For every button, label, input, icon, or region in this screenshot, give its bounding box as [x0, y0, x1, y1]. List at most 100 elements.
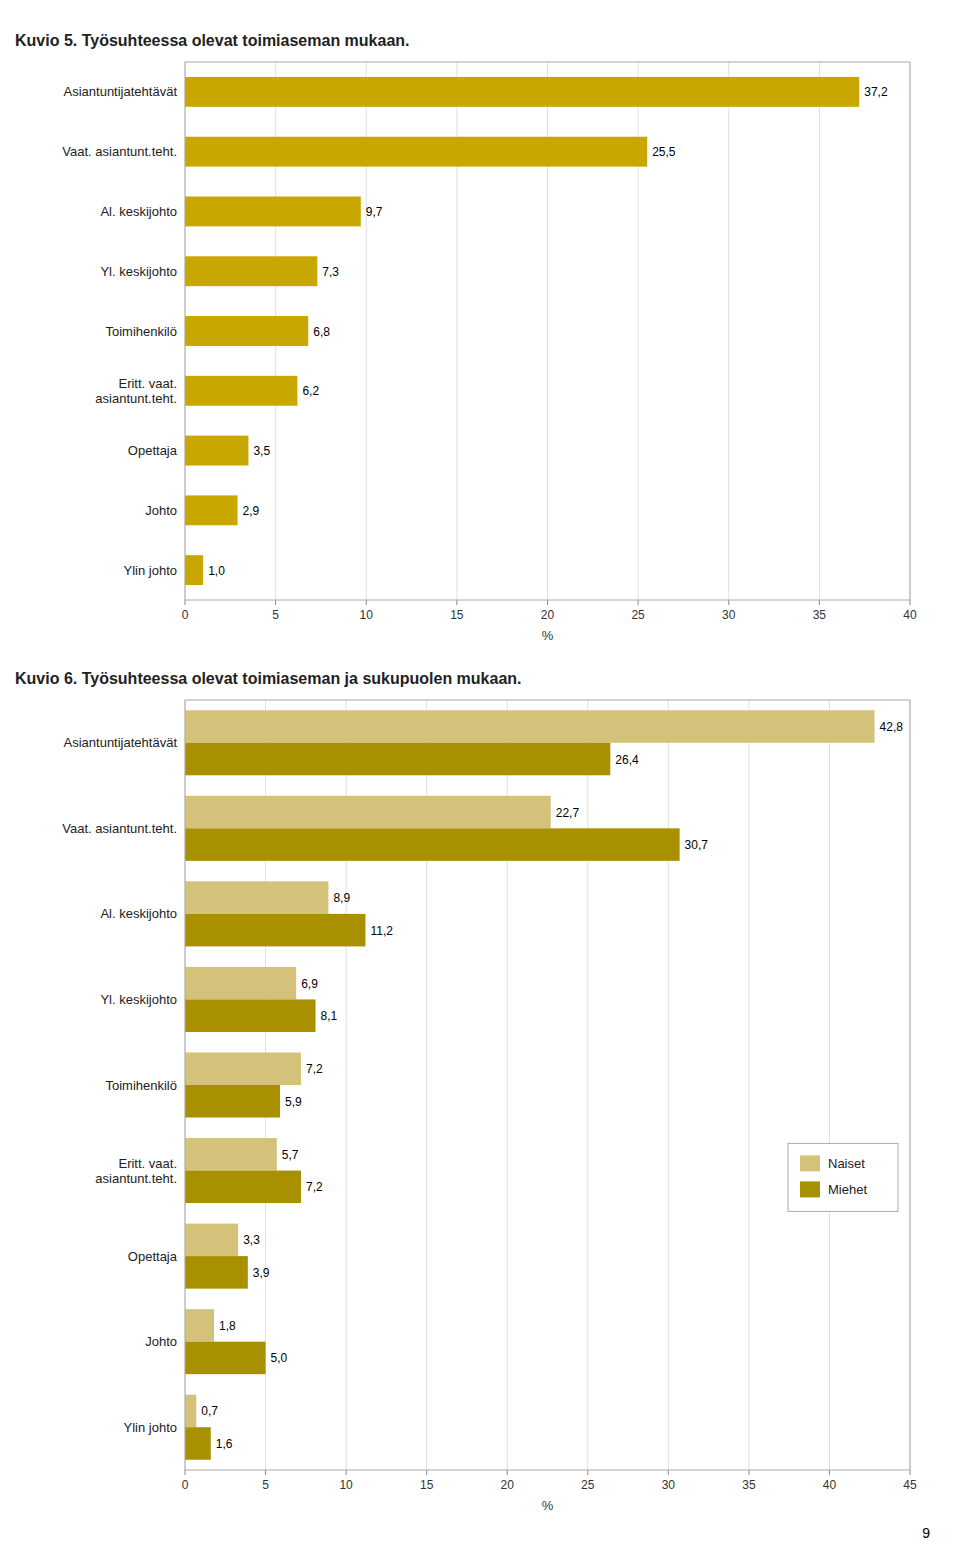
tick-mark	[507, 1470, 508, 1475]
data-label: 3,5	[253, 444, 270, 458]
category-label-line: Ylin johto	[124, 1420, 177, 1435]
tick-mark	[265, 1470, 266, 1475]
category-label: Johto	[145, 1334, 177, 1349]
tick-mark	[829, 1470, 830, 1475]
data-label: 7,3	[322, 265, 339, 279]
bar	[185, 555, 203, 585]
data-label: 3,9	[253, 1266, 270, 1280]
category-label: Vaat. asiantunt.teht.	[62, 144, 177, 159]
grid-line	[829, 700, 830, 1470]
tick-label: 30	[722, 608, 736, 622]
legend-label: Naiset	[828, 1156, 865, 1171]
tick-mark	[728, 600, 729, 605]
bar	[185, 914, 365, 947]
bar	[185, 999, 316, 1032]
category-label: Opettaja	[128, 443, 178, 458]
grid-line	[728, 62, 729, 600]
tick-label: 25	[631, 608, 645, 622]
category-label-line: Toimihenkilö	[105, 324, 177, 339]
tick-label: 0	[182, 1478, 189, 1492]
bar	[185, 1171, 301, 1204]
category-label: Asiantuntijatehtävät	[64, 84, 178, 99]
category-label: Yl. keskijohto	[100, 264, 177, 279]
chart: Kuvio 5. Työsuhteessa olevat toimiaseman…	[15, 32, 917, 643]
tick-mark	[587, 1470, 588, 1475]
background	[0, 0, 960, 1562]
bar	[185, 316, 308, 346]
tick-mark	[910, 1470, 911, 1475]
legend-label: Miehet	[828, 1182, 867, 1197]
tick-label: 30	[662, 1478, 676, 1492]
tick-label: 15	[450, 608, 464, 622]
bar	[185, 1427, 211, 1460]
category-label: Johto	[145, 503, 177, 518]
tick-mark	[185, 1470, 186, 1475]
tick-mark	[426, 1470, 427, 1475]
category-label-line: Ylin johto	[124, 563, 177, 578]
data-label: 6,2	[302, 384, 319, 398]
legend-swatch	[800, 1181, 820, 1197]
data-labels: 42,822,78,96,97,25,73,31,80,726,430,711,…	[201, 720, 903, 1451]
tick-mark	[748, 1470, 749, 1475]
grid-line	[587, 700, 588, 1470]
tick-label: 10	[360, 608, 374, 622]
category-label-line: Al. keskijohto	[100, 204, 177, 219]
data-label: 5,7	[282, 1148, 299, 1162]
category-label-line: Opettaja	[128, 443, 178, 458]
bar	[185, 1395, 196, 1428]
plot-area	[185, 700, 910, 1470]
tick-mark	[547, 600, 548, 605]
category-label-line: Eritt. vaat.	[118, 1156, 177, 1171]
category-label: Opettaja	[128, 1249, 178, 1264]
legend-swatch	[800, 1155, 820, 1171]
grid-line	[748, 700, 749, 1470]
chart: Kuvio 6. Työsuhteessa olevat toimiaseman…	[15, 670, 930, 1541]
bar	[185, 77, 859, 107]
bar	[185, 828, 680, 861]
grid-line	[668, 700, 669, 1470]
bar	[185, 1138, 277, 1171]
bar	[185, 256, 317, 286]
plot-frame	[185, 62, 910, 600]
tick-label: 35	[742, 1478, 756, 1492]
bar	[185, 1052, 301, 1085]
category-label: Asiantuntijatehtävät	[64, 735, 178, 750]
bar	[185, 1224, 238, 1257]
data-labels: 37,225,59,77,36,86,23,52,91,0	[208, 85, 888, 577]
plot-frame	[185, 700, 910, 1470]
category-label-line: Vaat. asiantunt.teht.	[62, 821, 177, 836]
data-label: 30,7	[685, 838, 709, 852]
category-label: Ylin johto	[124, 563, 177, 578]
plot-area	[185, 62, 910, 600]
tick-label: 45	[903, 1478, 917, 1492]
category-label-line: Opettaja	[128, 1249, 178, 1264]
data-label: 8,9	[333, 891, 350, 905]
category-label: Yl. keskijohto	[100, 992, 177, 1007]
bar	[185, 796, 551, 829]
category-label: Al. keskijohto	[100, 204, 177, 219]
bar	[185, 1342, 266, 1375]
tick-mark	[819, 600, 820, 605]
data-label: 8,1	[321, 1009, 338, 1023]
category-label-line: asiantunt.teht.	[95, 391, 177, 406]
tick-mark	[638, 600, 639, 605]
tick-mark	[910, 600, 911, 605]
tick-mark	[366, 600, 367, 605]
bar	[185, 436, 248, 466]
data-label: 6,8	[313, 325, 330, 339]
tick-label: 10	[339, 1478, 353, 1492]
data-label: 7,2	[306, 1180, 323, 1194]
data-label: 1,8	[219, 1319, 236, 1333]
data-label: 26,4	[615, 753, 639, 767]
tick-label: 40	[903, 608, 917, 622]
tick-label: 25	[581, 1478, 595, 1492]
category-label-line: Johto	[145, 503, 177, 518]
bars	[185, 77, 859, 585]
data-label: 2,9	[243, 504, 260, 518]
page: Kuvio 5. Työsuhteessa olevat toimiaseman…	[0, 0, 960, 1562]
data-label: 6,9	[301, 977, 318, 991]
data-label: 11,2	[370, 924, 393, 938]
bar	[185, 1256, 248, 1289]
data-label: 22,7	[556, 806, 580, 820]
category-label: Toimihenkilö	[105, 324, 177, 339]
